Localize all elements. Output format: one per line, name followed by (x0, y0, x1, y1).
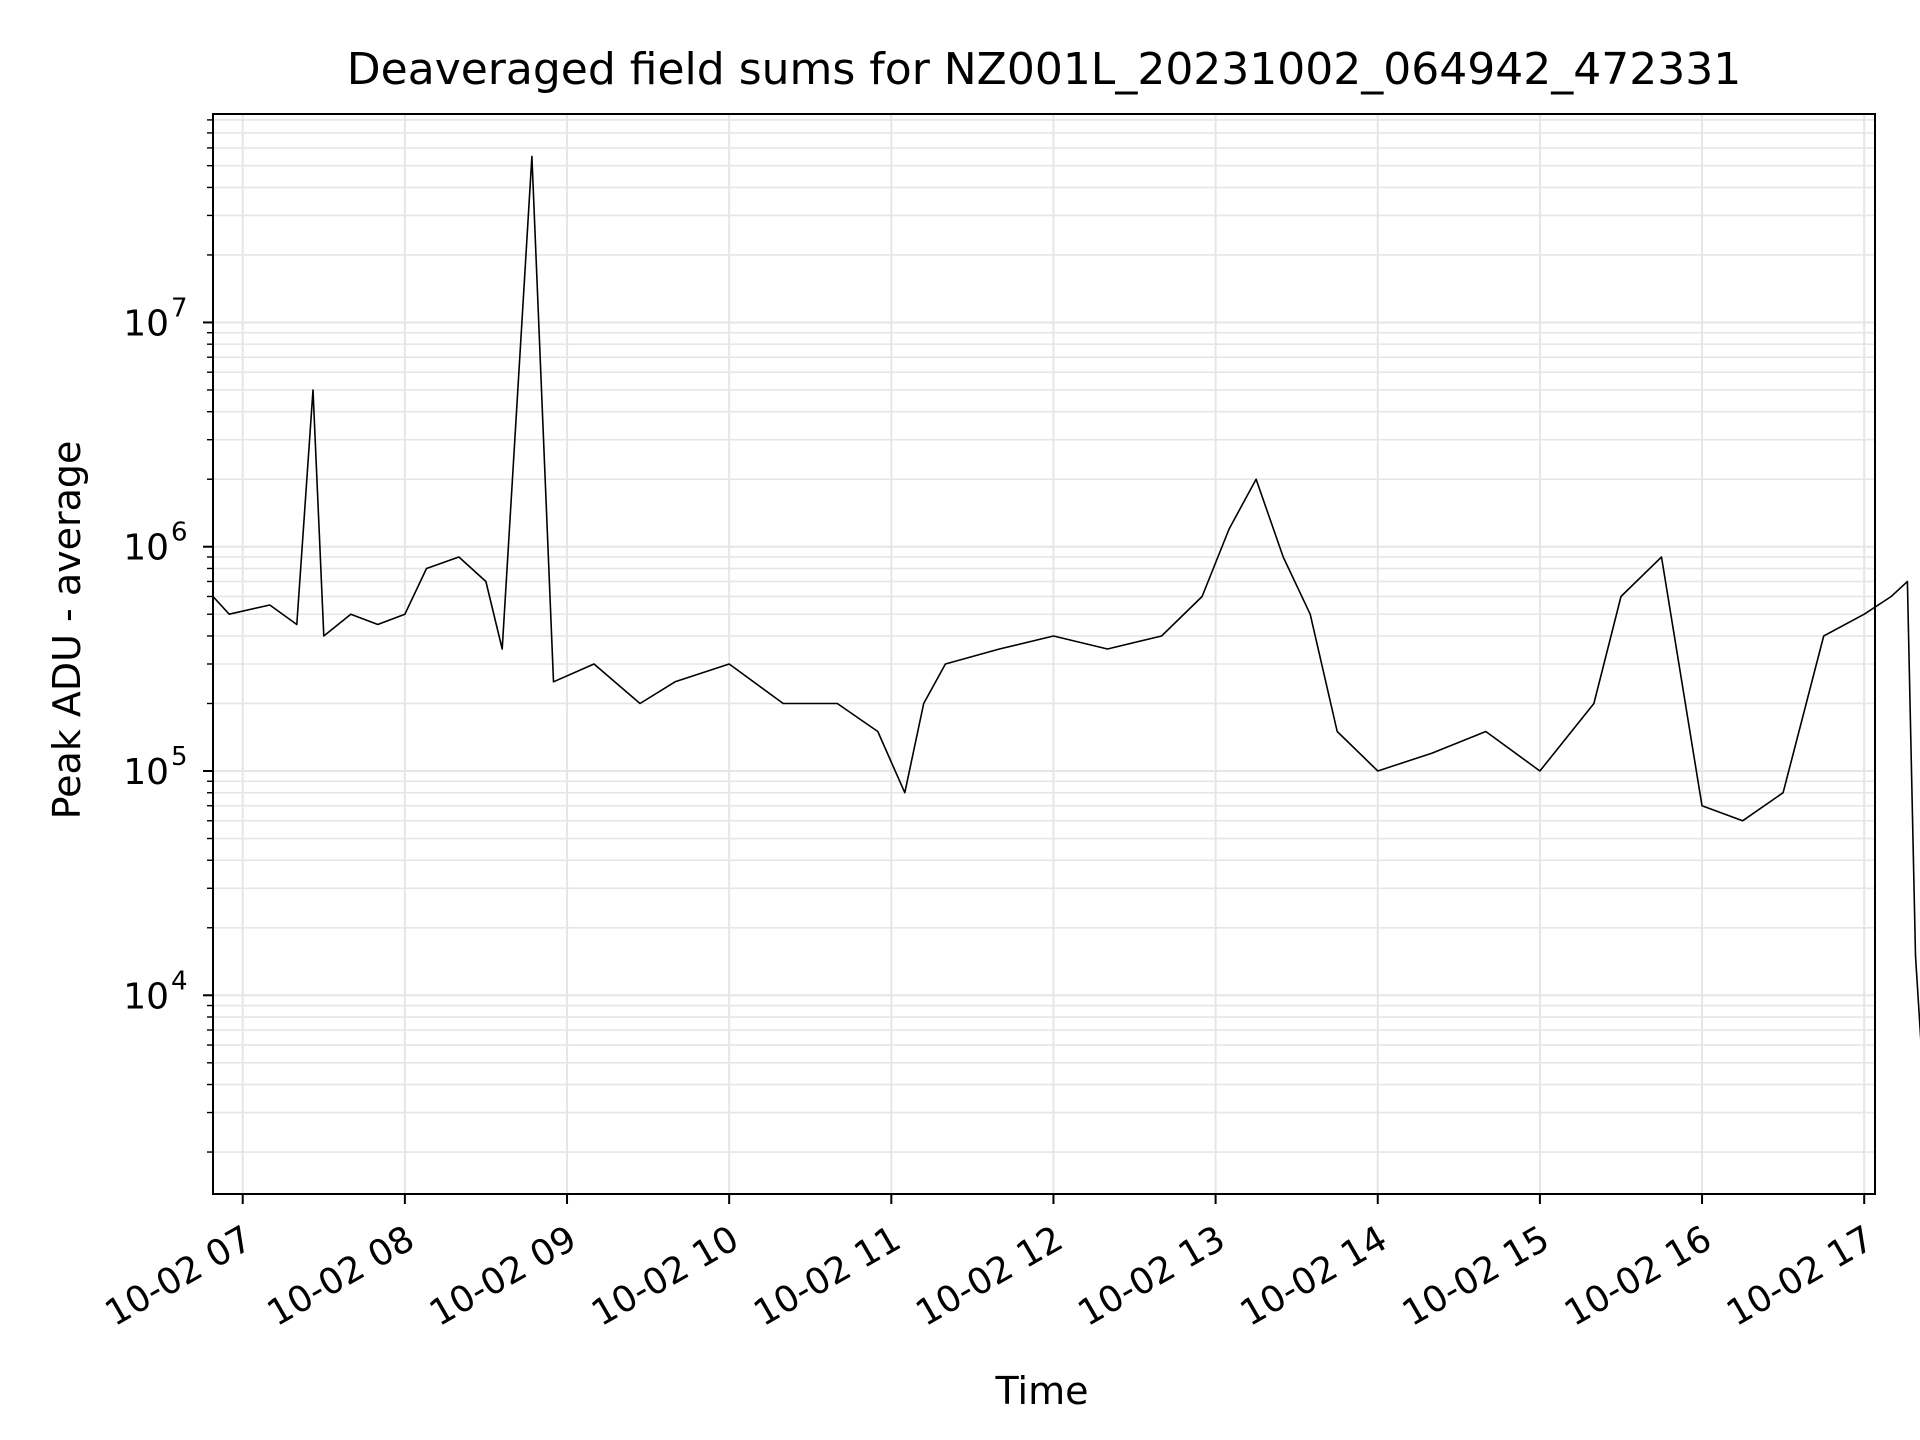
x-axis-label: Time (995, 1369, 1089, 1413)
plot-data (212, 155, 1920, 1041)
grid (213, 114, 1875, 1194)
y-tick-label: 10 (123, 528, 169, 569)
y-tick-label: 10 (123, 976, 169, 1017)
chart-title: Deaveraged field sums for NZ001L_2023100… (347, 44, 1741, 95)
y-axis-label: Peak ADU - average (45, 441, 89, 820)
plot-frame (212, 113, 1876, 1195)
y-tick-exponent: 4 (171, 966, 188, 996)
y-tick-label: 10 (123, 752, 169, 793)
y-tick-exponent: 6 (171, 518, 188, 548)
series-line (212, 155, 1920, 1041)
y-tick-exponent: 5 (171, 742, 188, 772)
y-tick-exponent: 7 (171, 293, 188, 323)
y-tick-label: 10 (123, 303, 169, 344)
